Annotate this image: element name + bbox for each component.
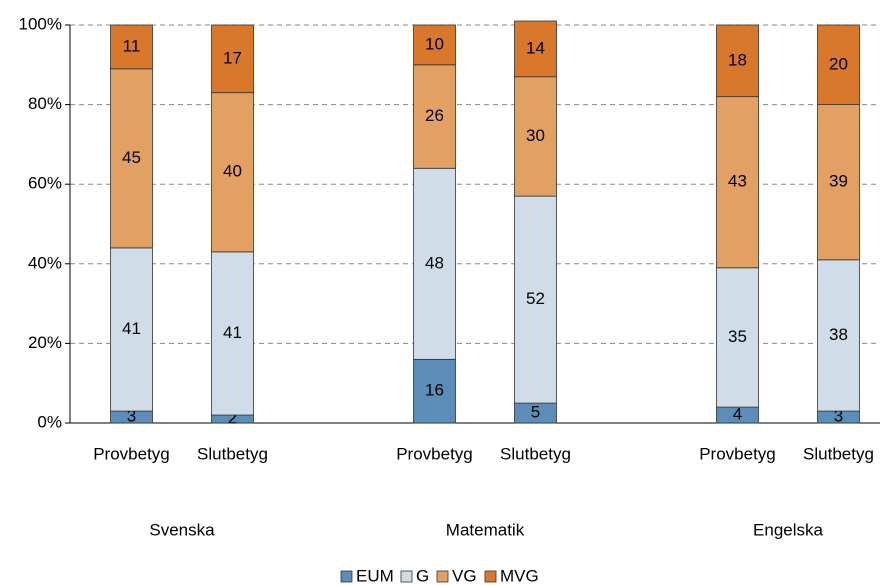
x-tick-label: Provbetyg: [93, 444, 170, 463]
x-tick-label: Provbetyg: [396, 444, 473, 463]
bar-segment: [817, 24, 860, 105]
bar-segment: [110, 247, 153, 412]
bar-segment: [817, 259, 860, 412]
x-tick-label: Provbetyg: [699, 444, 776, 463]
value-label: 26: [425, 106, 444, 125]
y-tick-label: 0%: [37, 412, 62, 431]
value-label: 11: [123, 36, 141, 55]
legend-swatch: [484, 570, 497, 583]
value-label: 18: [728, 50, 747, 69]
value-label: 52: [526, 289, 545, 308]
y-tick-label: 40%: [28, 253, 62, 272]
y-tick-label: 100%: [19, 14, 62, 33]
value-label: 41: [122, 319, 141, 338]
value-label: 17: [223, 48, 242, 67]
bar-segment: [413, 64, 456, 169]
value-label: 41: [223, 323, 242, 342]
bar-segment: [413, 167, 456, 360]
value-label: 35: [728, 327, 747, 346]
x-tick-label: Slutbetyg: [500, 444, 571, 463]
legend-label: G: [416, 566, 429, 585]
y-tick-label: 60%: [28, 174, 62, 193]
bar-segment: [716, 96, 759, 269]
bar-segment: [110, 68, 153, 249]
bar-segment: [211, 251, 254, 416]
bar-segment: [110, 24, 153, 70]
value-label: 40: [223, 162, 242, 181]
value-label: 4: [733, 405, 742, 424]
legend-label: MVG: [500, 566, 539, 585]
value-label: 43: [728, 172, 747, 191]
value-label: 39: [829, 172, 848, 191]
y-tick-label: 20%: [28, 333, 62, 352]
value-label: 3: [834, 407, 843, 426]
x-tick-label: Slutbetyg: [803, 444, 874, 463]
value-label: 20: [829, 54, 848, 73]
bar-segment: [211, 24, 254, 94]
legend-swatch: [400, 570, 413, 583]
legend-label: EUM: [356, 566, 394, 585]
group-label: Svenska: [149, 520, 215, 539]
bar-segment: [514, 20, 557, 78]
value-label: 30: [526, 126, 545, 145]
group-label: Matematik: [446, 520, 525, 539]
value-label: 2: [228, 409, 237, 428]
group-label: Engelska: [753, 520, 823, 539]
value-label: 38: [829, 325, 848, 344]
value-label: 16: [425, 381, 444, 400]
x-tick-label: Slutbetyg: [197, 444, 268, 463]
bar-segment: [413, 24, 456, 66]
value-label: 3: [127, 407, 136, 426]
value-label: 45: [122, 148, 141, 167]
legend-swatch: [340, 570, 353, 583]
bar-segment: [817, 104, 860, 261]
legend-label: VG: [452, 566, 477, 585]
value-label: 10: [425, 34, 444, 53]
y-tick-label: 80%: [28, 94, 62, 113]
bar-segment: [211, 92, 254, 253]
bar-segment: [514, 195, 557, 404]
bar-segment: [716, 24, 759, 98]
bar-segment: [514, 76, 557, 197]
value-label: 48: [425, 253, 444, 272]
value-label: 14: [526, 38, 545, 57]
legend-swatch: [436, 570, 449, 583]
value-label: 5: [531, 403, 540, 422]
